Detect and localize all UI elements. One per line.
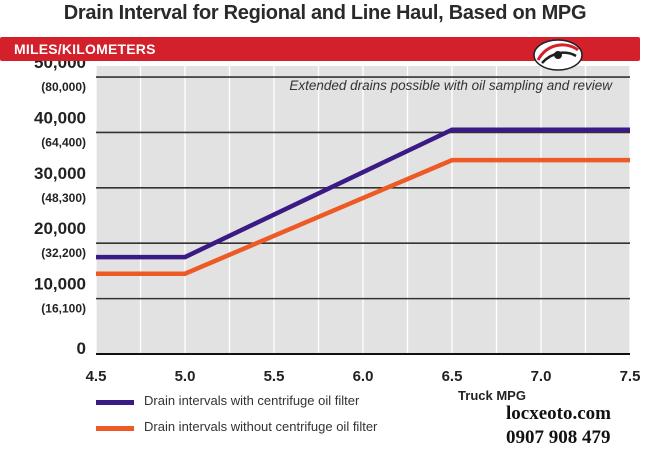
x-tick-label: 5.5 — [264, 368, 285, 385]
legend: Drain intervals with centrifuge oil filt… — [96, 392, 456, 444]
watermark-site: locxeoto.com — [506, 403, 611, 424]
x-tick-label: 6.5 — [442, 368, 463, 385]
y-tick-label: 10,000 — [34, 275, 86, 294]
y-tick-label: 30,000 — [34, 164, 86, 183]
legend-item: Drain intervals without centrifuge oil f… — [96, 418, 456, 444]
y-tick-label: 20,000 — [34, 219, 86, 238]
x-tick-labels: 4.5 5.0 5.5 6.0 6.5 7.0 7.5 — [86, 368, 641, 385]
legend-swatch — [96, 400, 134, 405]
x-tick-label: 7.0 — [531, 368, 552, 385]
watermark: locxeoto.com 0907 908 479 — [506, 402, 646, 450]
x-tick-label: 7.5 — [620, 368, 641, 385]
x-axis-label: Truck MPG — [458, 388, 526, 403]
y-tick-label-km: (48,300) — [41, 191, 86, 205]
y-tick-label-km: (16,100) — [41, 302, 86, 316]
series-line — [96, 157, 630, 276]
y-tick-label-km: (80,000) — [41, 80, 86, 94]
y-tick-label: 40,000 — [34, 108, 86, 127]
vertical-gridlines — [95, 66, 631, 354]
series-layer — [96, 127, 630, 276]
horizontal-gridlines — [96, 76, 630, 355]
y-axis-banner: MILES/KILOMETERS — [0, 37, 640, 61]
y-axis-label: MILES/KILOMETERS — [14, 41, 156, 57]
legend-item: Drain intervals with centrifuge oil filt… — [96, 392, 456, 418]
y-tick-label: 0 — [77, 339, 86, 358]
legend-swatch — [96, 426, 134, 431]
y-tick-labels: 0 10,000 (16,100) 20,000 (32,200) 30,000 (48,3… — [34, 53, 86, 358]
logo-icon — [533, 39, 583, 71]
chart-title: Drain Interval for Regional and Line Hau… — [63, 2, 587, 24]
x-tick-label: 5.0 — [175, 368, 196, 385]
x-tick-label: 4.5 — [86, 368, 107, 385]
series-line — [96, 127, 630, 260]
chart-annotation: Extended drains possible with oil sampli… — [289, 78, 613, 93]
watermark-phone: 0907 908 479 — [506, 427, 611, 448]
legend-label: Drain intervals with centrifuge oil filt… — [144, 393, 360, 408]
x-tick-label: 6.0 — [353, 368, 374, 385]
legend-label: Drain intervals without centrifuge oil f… — [144, 419, 378, 434]
y-tick-label-km: (64,400) — [41, 135, 86, 149]
y-tick-label-km: (32,200) — [41, 246, 86, 260]
